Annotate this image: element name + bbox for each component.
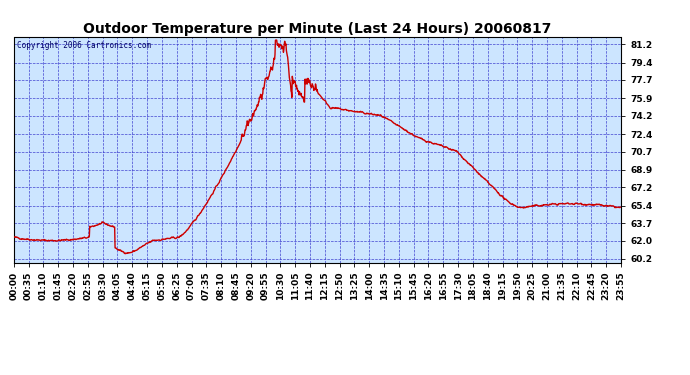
Text: Copyright 2006 Cartronics.com: Copyright 2006 Cartronics.com bbox=[17, 41, 151, 50]
Title: Outdoor Temperature per Minute (Last 24 Hours) 20060817: Outdoor Temperature per Minute (Last 24 … bbox=[83, 22, 551, 36]
